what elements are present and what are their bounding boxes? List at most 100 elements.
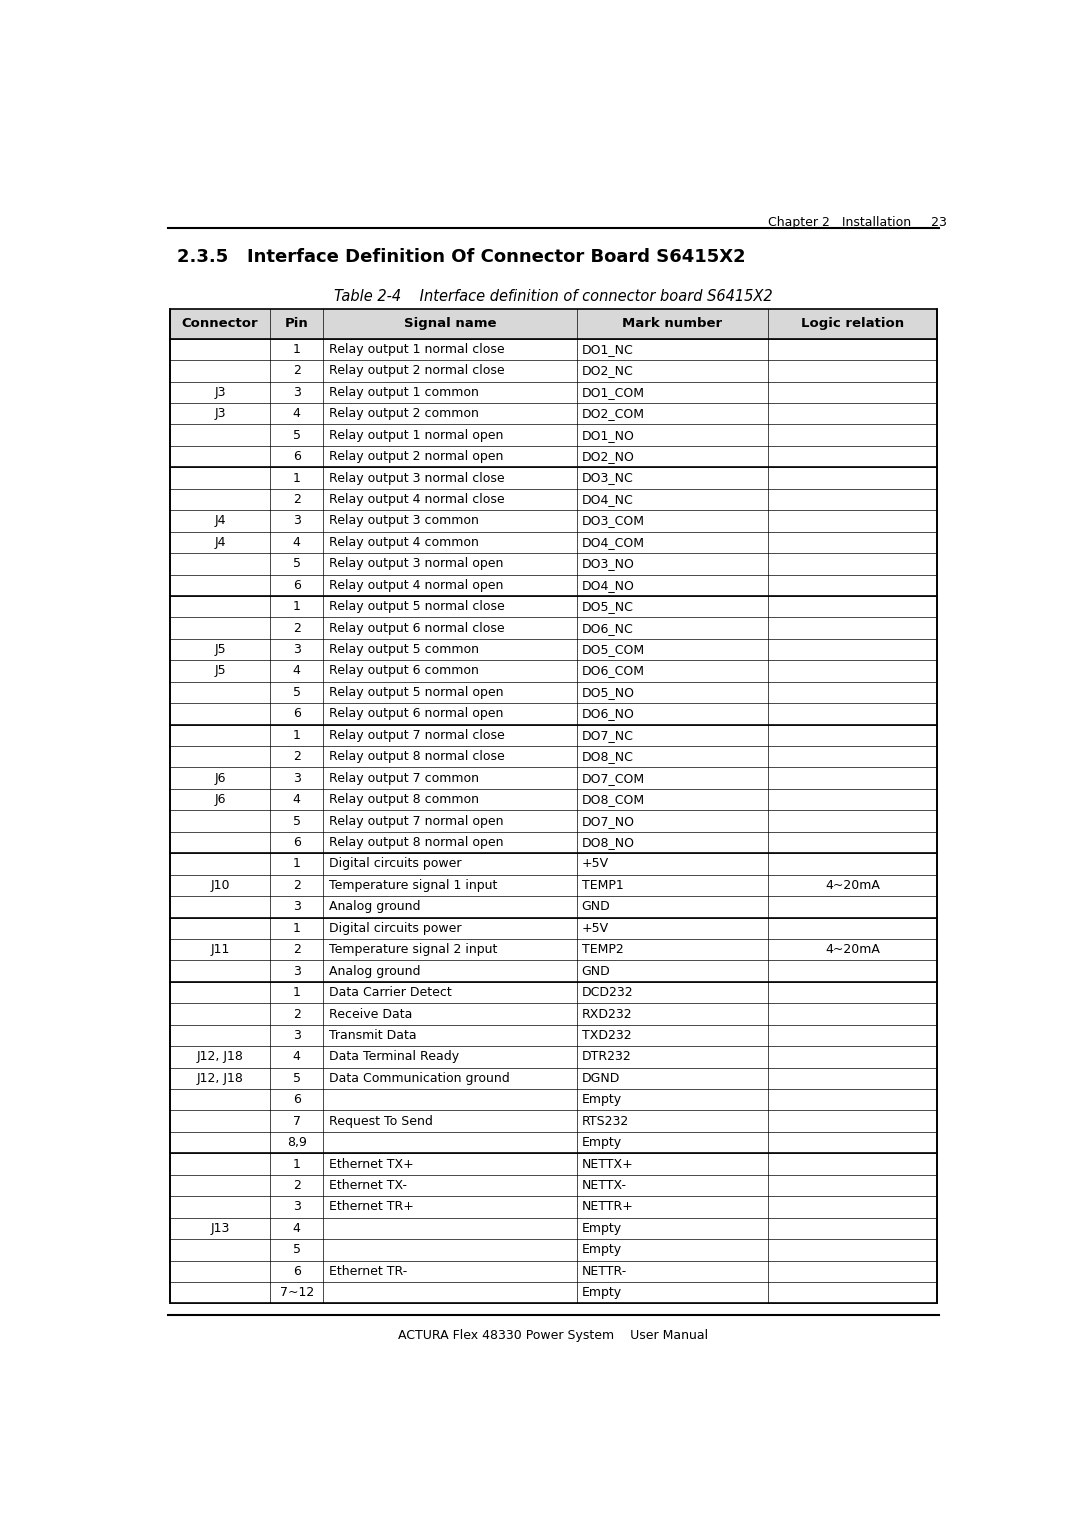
- Text: Relay output 7 normal close: Relay output 7 normal close: [328, 729, 504, 741]
- Text: NETTR-: NETTR-: [581, 1265, 626, 1277]
- Text: Empty: Empty: [581, 1137, 622, 1149]
- Text: Chapter 2   Installation     23: Chapter 2 Installation 23: [768, 217, 947, 229]
- Text: DO2_NO: DO2_NO: [581, 451, 634, 463]
- Text: Empty: Empty: [581, 1244, 622, 1256]
- Text: Relay output 7 common: Relay output 7 common: [328, 772, 478, 785]
- Text: 2: 2: [293, 879, 300, 892]
- Text: Relay output 1 common: Relay output 1 common: [328, 385, 478, 399]
- Text: NETTR+: NETTR+: [581, 1201, 633, 1213]
- Text: GND: GND: [581, 900, 610, 914]
- Text: DO5_NC: DO5_NC: [581, 601, 633, 613]
- Text: 3: 3: [293, 1028, 300, 1042]
- Text: 2: 2: [293, 750, 300, 764]
- Text: DO8_NC: DO8_NC: [581, 750, 633, 764]
- Text: Relay output 6 common: Relay output 6 common: [328, 665, 478, 677]
- Text: Temperature signal 2 input: Temperature signal 2 input: [328, 943, 497, 957]
- Text: Relay output 3 normal close: Relay output 3 normal close: [328, 472, 504, 484]
- Text: 3: 3: [293, 1201, 300, 1213]
- Text: 2.3.5   Interface Definition Of Connector Board S6415X2: 2.3.5 Interface Definition Of Connector …: [177, 248, 745, 266]
- Text: 4: 4: [293, 406, 300, 420]
- Text: J10: J10: [211, 879, 230, 892]
- Text: 4~20mA: 4~20mA: [825, 943, 880, 957]
- Text: Ethernet TX+: Ethernet TX+: [328, 1158, 414, 1170]
- Text: DGND: DGND: [581, 1071, 620, 1085]
- Text: J5: J5: [214, 643, 226, 656]
- Text: Relay output 5 common: Relay output 5 common: [328, 643, 478, 656]
- Text: 1: 1: [293, 857, 300, 871]
- Text: 1: 1: [293, 1158, 300, 1170]
- Text: 7~12: 7~12: [280, 1287, 314, 1299]
- Text: 1: 1: [293, 342, 300, 356]
- Text: DO6_NO: DO6_NO: [581, 707, 634, 720]
- Text: 6: 6: [293, 1093, 300, 1106]
- Text: DTR232: DTR232: [581, 1050, 632, 1063]
- Text: Relay output 6 normal open: Relay output 6 normal open: [328, 707, 503, 720]
- Text: 1: 1: [293, 729, 300, 741]
- Text: 6: 6: [293, 836, 300, 850]
- Text: Relay output 3 common: Relay output 3 common: [328, 515, 478, 527]
- Bar: [171, 309, 936, 339]
- Text: Ethernet TR+: Ethernet TR+: [328, 1201, 414, 1213]
- Text: Relay output 3 normal open: Relay output 3 normal open: [328, 558, 503, 570]
- Text: Pin: Pin: [285, 318, 309, 330]
- Text: 2: 2: [293, 1007, 300, 1021]
- Text: 8,9: 8,9: [286, 1137, 307, 1149]
- Text: DO7_NO: DO7_NO: [581, 814, 635, 828]
- Text: Temperature signal 1 input: Temperature signal 1 input: [328, 879, 497, 892]
- Text: NETTX-: NETTX-: [581, 1180, 626, 1192]
- Text: Connector: Connector: [181, 318, 258, 330]
- Text: DO7_COM: DO7_COM: [581, 772, 645, 785]
- Text: 1: 1: [293, 472, 300, 484]
- Text: J11: J11: [211, 943, 230, 957]
- Text: J12, J18: J12, J18: [197, 1071, 243, 1085]
- Text: 3: 3: [293, 772, 300, 785]
- Text: 2: 2: [293, 622, 300, 634]
- Text: ACTURA Flex 48330 Power System    User Manual: ACTURA Flex 48330 Power System User Manu…: [399, 1329, 708, 1342]
- Text: Digital circuits power: Digital circuits power: [328, 857, 461, 871]
- Text: DCD232: DCD232: [581, 986, 633, 999]
- Text: DO1_NC: DO1_NC: [581, 342, 633, 356]
- Text: J6: J6: [214, 772, 226, 785]
- Text: 5: 5: [293, 558, 300, 570]
- Text: J3: J3: [214, 406, 226, 420]
- Text: DO7_NC: DO7_NC: [581, 729, 633, 741]
- Text: 4: 4: [293, 665, 300, 677]
- Text: 4: 4: [293, 536, 300, 549]
- Text: Logic relation: Logic relation: [801, 318, 904, 330]
- Text: 3: 3: [293, 643, 300, 656]
- Text: Relay output 1 normal close: Relay output 1 normal close: [328, 342, 504, 356]
- Text: DO4_NC: DO4_NC: [581, 494, 633, 506]
- Text: Table 2-4    Interface definition of connector board S6415X2: Table 2-4 Interface definition of connec…: [334, 289, 773, 304]
- Text: Empty: Empty: [581, 1287, 622, 1299]
- Text: Relay output 7 normal open: Relay output 7 normal open: [328, 814, 503, 828]
- Text: Receive Data: Receive Data: [328, 1007, 411, 1021]
- Text: Mark number: Mark number: [622, 318, 723, 330]
- Text: J4: J4: [214, 515, 226, 527]
- Text: Relay output 4 normal close: Relay output 4 normal close: [328, 494, 504, 506]
- Text: Relay output 2 normal close: Relay output 2 normal close: [328, 364, 504, 377]
- Text: Transmit Data: Transmit Data: [328, 1028, 416, 1042]
- Text: DO5_NO: DO5_NO: [581, 686, 635, 698]
- Text: 4~20mA: 4~20mA: [825, 879, 880, 892]
- Text: J12, J18: J12, J18: [197, 1050, 243, 1063]
- Text: DO1_COM: DO1_COM: [581, 385, 645, 399]
- Text: J13: J13: [211, 1222, 230, 1235]
- Text: 5: 5: [293, 429, 300, 442]
- Text: DO2_COM: DO2_COM: [581, 406, 645, 420]
- Text: DO2_NC: DO2_NC: [581, 364, 633, 377]
- Text: Empty: Empty: [581, 1222, 622, 1235]
- Text: RXD232: RXD232: [581, 1007, 632, 1021]
- Text: 6: 6: [293, 707, 300, 720]
- Text: Relay output 5 normal open: Relay output 5 normal open: [328, 686, 503, 698]
- Text: 5: 5: [293, 1244, 300, 1256]
- Text: 3: 3: [293, 964, 300, 978]
- Text: 4: 4: [293, 1050, 300, 1063]
- Text: DO1_NO: DO1_NO: [581, 429, 634, 442]
- Text: DO3_NC: DO3_NC: [581, 472, 633, 484]
- Text: 1: 1: [293, 921, 300, 935]
- Text: Data Terminal Ready: Data Terminal Ready: [328, 1050, 459, 1063]
- Text: J3: J3: [214, 385, 226, 399]
- Text: +5V: +5V: [581, 921, 609, 935]
- Text: 4: 4: [293, 793, 300, 807]
- Text: DO3_COM: DO3_COM: [581, 515, 645, 527]
